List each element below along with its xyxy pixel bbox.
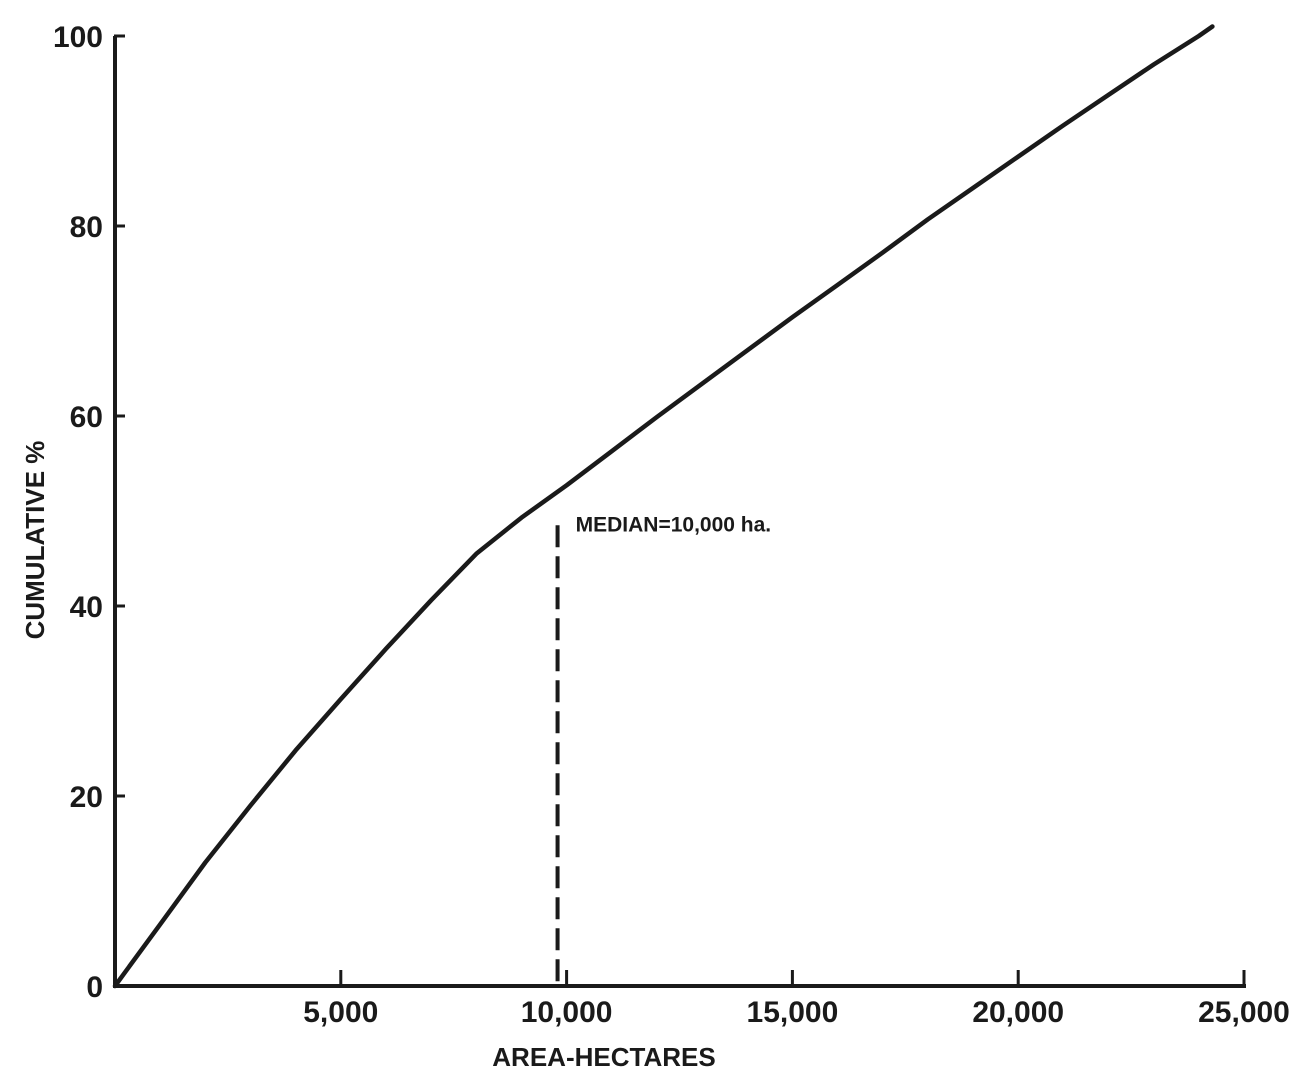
x-tick-label: 10,000: [521, 996, 613, 1029]
tick-labels: 0 20 40 60 80 100 5,000 10,000 15,000 20,000 25,00…: [53, 21, 1290, 1029]
median-annotation: MEDIAN=10,000 ha.: [576, 513, 772, 536]
x-tick-label: 20,000: [972, 996, 1064, 1029]
axes: [113, 36, 1246, 988]
y-axis-title: CUMULATIVE %: [20, 441, 50, 640]
x-tick-label: 15,000: [747, 996, 839, 1029]
x-tick-label: 5,000: [303, 996, 378, 1029]
y-tick-label: 60: [70, 401, 103, 434]
y-tick-label: 0: [86, 971, 103, 1004]
x-axis-title: AREA-HECTARES: [492, 1042, 715, 1072]
y-tick-label: 20: [70, 781, 103, 814]
annotations-layer: MEDIAN=10,000 ha.: [555, 513, 772, 986]
y-tick-label: 80: [70, 211, 103, 244]
series-layer: [112, 24, 1215, 989]
y-tick-label: 100: [53, 21, 103, 54]
cumulative-curve: [112, 24, 1215, 989]
x-tick-label: 25,000: [1198, 996, 1290, 1029]
y-tick-label: 40: [70, 591, 103, 624]
ticks: [114, 34, 1246, 987]
